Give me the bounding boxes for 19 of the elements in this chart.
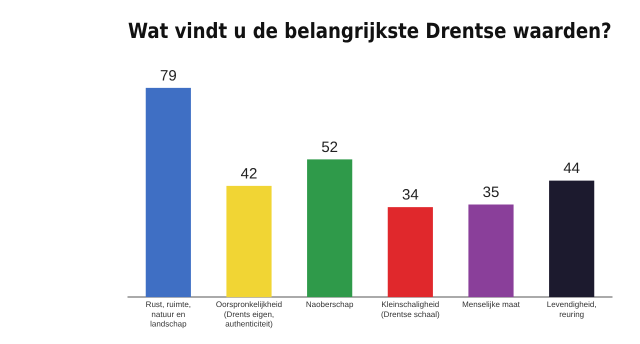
x-tick-label: Oorspronkelijkheid (Drents eigen, authenticiteit) (216, 300, 282, 328)
data-label: 35 (482, 184, 500, 202)
bar (549, 180, 594, 298)
data-label: 52 (321, 139, 338, 156)
bar (146, 88, 191, 298)
chart-title: Wat vindt u de belangrijkste Drentse waarden? (128, 18, 612, 44)
x-tick-label: Rust, ruimte, natuur en landschap (146, 300, 192, 328)
data-label: 42 (240, 166, 258, 183)
bar (307, 159, 352, 298)
bar (468, 204, 514, 298)
x-tick-label: Menselijke maat (462, 300, 521, 310)
data-label: 79 (160, 67, 177, 84)
x-tick-label: Naoberschap (306, 300, 354, 310)
x-tick-label: Levendigheid, reuring (546, 300, 597, 319)
bar (226, 186, 272, 298)
x-tick-label: Kleinschaligheid (Drentse schaal) (380, 300, 440, 319)
bar (388, 207, 433, 298)
data-label: 44 (563, 160, 580, 178)
data-label: 34 (402, 186, 419, 204)
